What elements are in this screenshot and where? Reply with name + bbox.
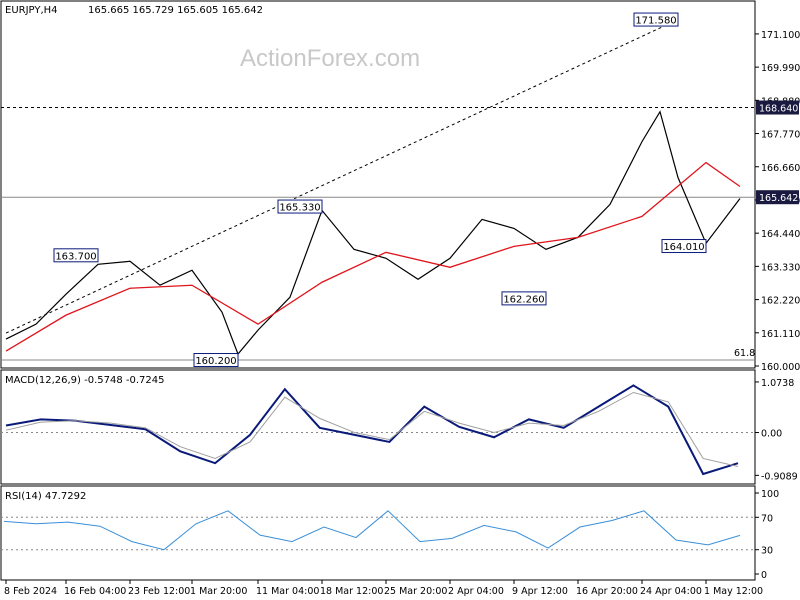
x-tick-label: 24 Apr 04:00 [640,586,702,597]
macd-line [5,384,739,476]
rsi-y-tick-label: 100 [761,489,779,500]
x-tick-label: 18 Mar 12:00 [320,586,383,597]
rsi-y-tick-label: 30 [761,546,773,557]
price-y-tick-label: 161.110 [761,329,800,340]
x-tick-label: 25 Mar 20:00 [384,586,447,597]
macd-y-tick-label: 0.00 [761,429,782,440]
ohlc-values: 165.665 165.729 165.605 165.642 [88,5,263,16]
annotation-label: 163.700 [55,251,96,262]
annotation-box [53,248,99,263]
x-tick-label: 8 Feb 2024 [4,586,57,597]
axis-price-tag [756,190,799,205]
rsi-title: RSI(14) 47.7292 [5,491,86,502]
price-y-tick-label: 164.440 [761,229,800,240]
price-y-tick-label: 171.100 [761,30,800,41]
rsi-panel [0,485,756,581]
annotation-box [277,199,323,214]
price-y-tick-label: 169.990 [761,63,800,74]
ma-series-line [5,161,741,352]
price-y-tick-label: 160.000 [761,362,800,373]
price-y-tick-label: 167.770 [761,130,800,141]
x-tick-label: 16 Apr 20:00 [576,586,638,597]
rsi-y-tick-label: 0 [761,570,767,581]
symbol-label: EURJPY,H4 [5,5,58,16]
x-tick-label: 9 Apr 12:00 [512,586,568,597]
fib-label: 61.8 [734,348,755,359]
x-tick-label: 2 Apr 04:00 [448,586,504,597]
axis-price-tag-label: 168.640 [759,104,798,115]
x-tick-label: 16 Feb 04:00 [64,586,126,597]
x-tick-label: 23 Feb 12:00 [128,586,190,597]
price-annotation: 165.330 [277,199,323,214]
macd-y-tick-label: 1.0738 [761,378,794,389]
rsi-layer [1,510,755,551]
macd-y-tick-label: -0.9089 [761,471,798,482]
axis-layer: 171.100169.990168.880167.770166.660165.5… [4,30,800,597]
annotation-box [661,239,707,254]
price-layer: 61.8 171.580 165.330 163.700 160.200 162.260 1… [1,12,755,368]
annotation-label: 164.010 [663,242,704,253]
axis-price-tag-label: 165.642 [759,193,798,204]
price-annotation: 163.700 [53,248,99,263]
x-tick-label: 1 May 12:00 [704,586,763,597]
rsi-y-tick-label: 70 [761,513,773,524]
price-y-tick-label: 163.330 [761,262,800,273]
price-panel [0,0,756,369]
annotation-box [501,291,547,306]
annotation-box [193,353,239,368]
annotation-label: 171.580 [635,16,676,27]
price-y-tick-label: 166.660 [761,163,800,174]
price-annotation: 171.580 [633,12,679,27]
macd-panel [0,369,756,485]
macd-title: MACD(12,26,9) -0.5748 -0.7245 [5,375,165,386]
annotation-label: 165.330 [279,203,320,214]
x-tick-label: 1 Mar 20:00 [190,586,247,597]
axis-price-tag [756,100,799,115]
annotation-label: 160.200 [195,356,236,367]
rsi-line [3,510,741,551]
price-series-line [5,110,741,356]
watermark: ActionForex.com [240,45,420,72]
annotation-box [633,12,679,27]
macd-layer [1,384,755,476]
price-annotation: 162.260 [501,291,547,306]
price-annotation: 160.200 [193,353,239,368]
price-annotation: 164.010 [661,239,707,254]
macd-signal-line [5,391,739,467]
annotation-label: 162.260 [503,294,544,305]
price-y-tick-label: 162.220 [761,296,800,307]
x-tick-label: 11 Mar 04:00 [256,586,319,597]
